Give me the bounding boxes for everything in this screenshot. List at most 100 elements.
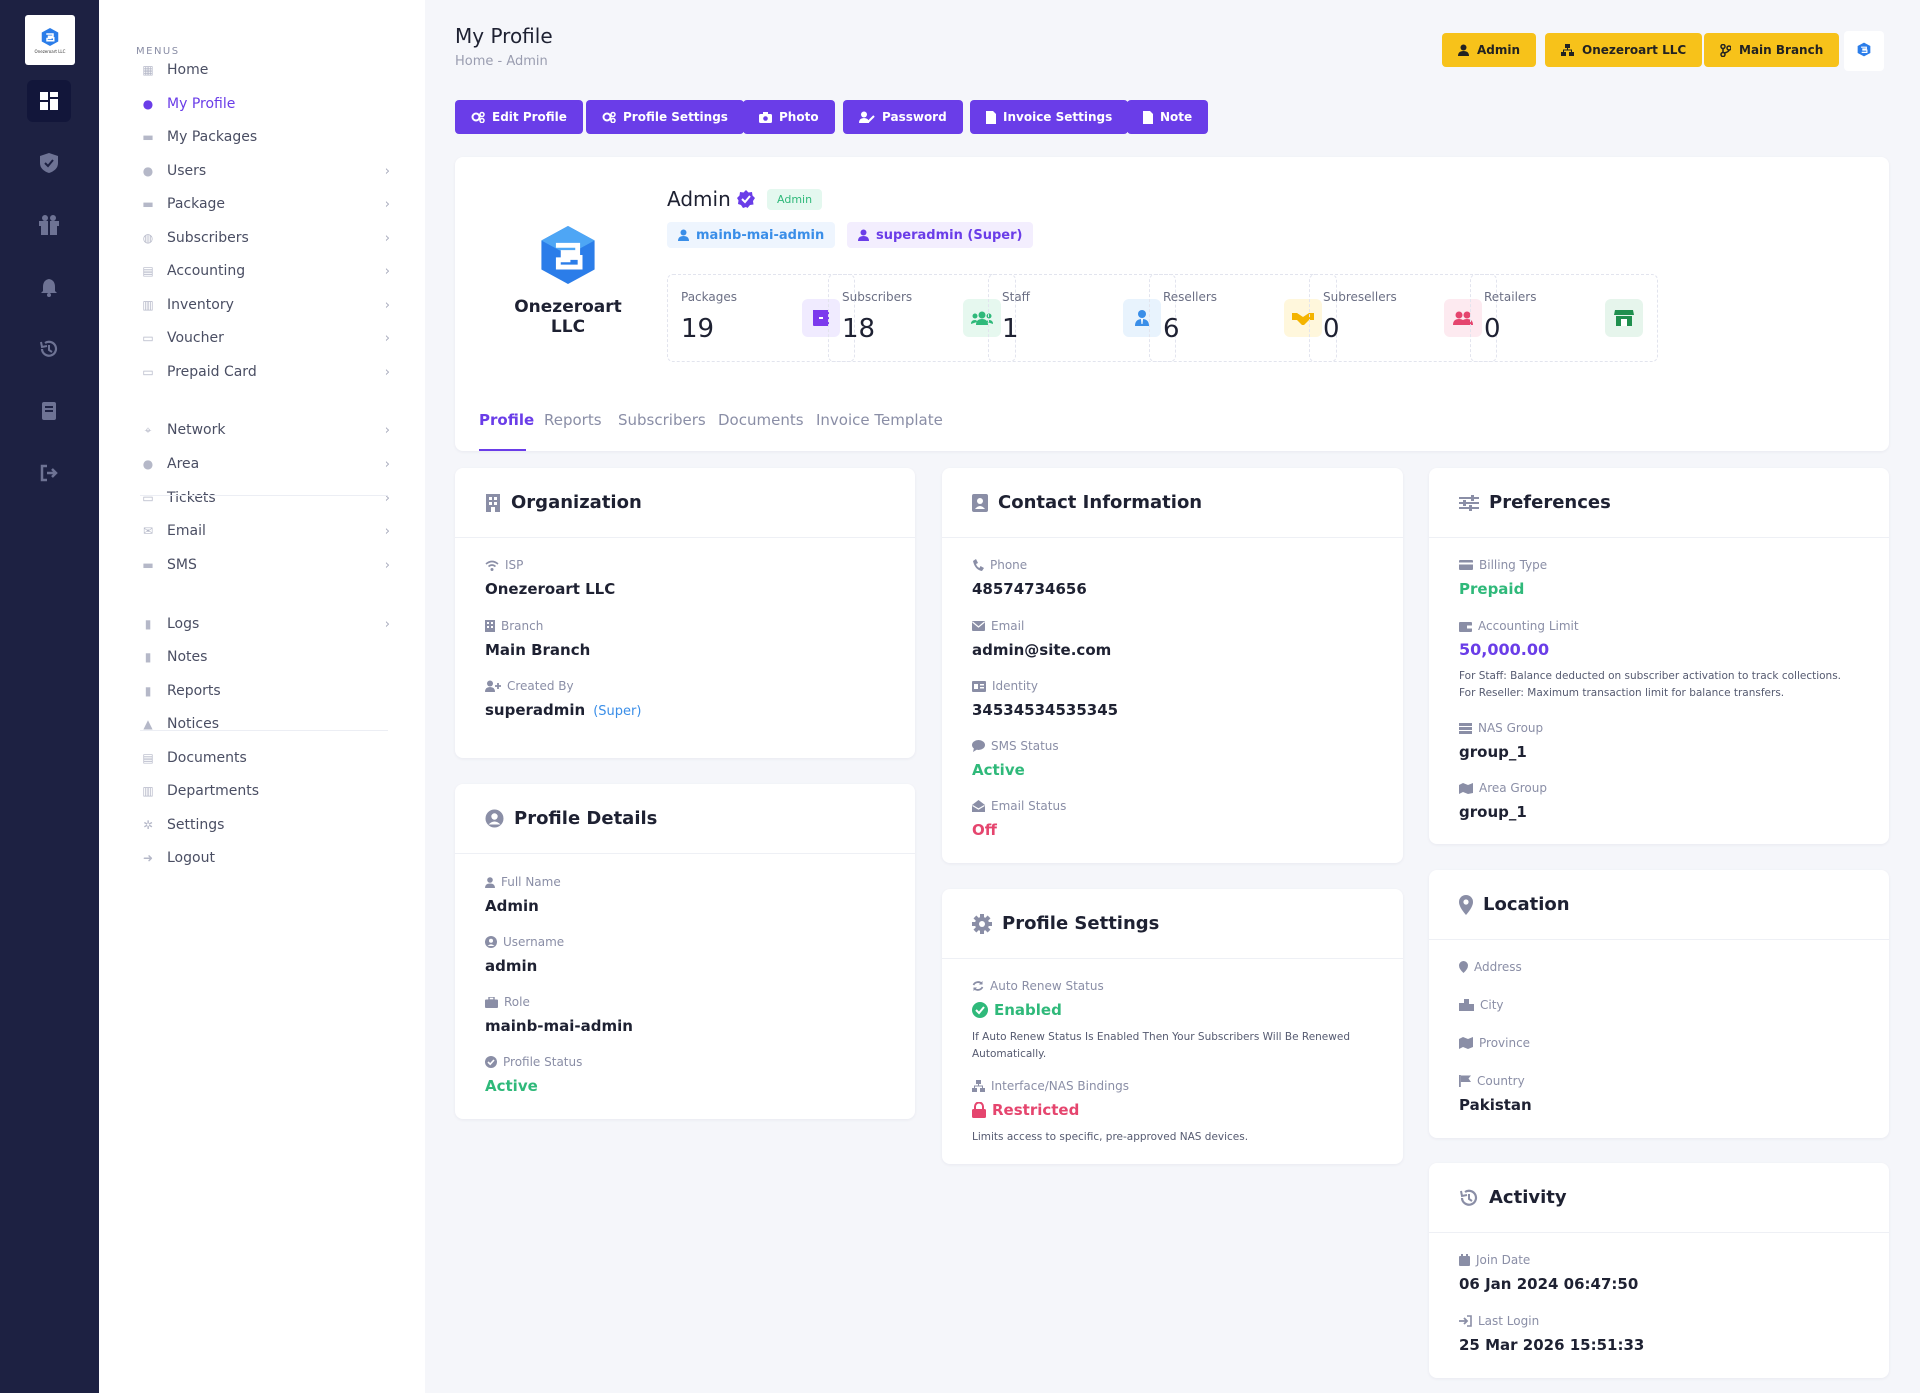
sidebar-item-subscribers[interactable]: ◍ Subscribers › <box>140 226 390 250</box>
note-label: Note <box>1160 110 1193 124</box>
sidebar-item-voucher[interactable]: ▭ Voucher › <box>140 326 390 350</box>
document-icon: ▤ <box>142 751 154 765</box>
sidebar-item-settings[interactable]: ✲ Settings <box>140 813 390 837</box>
sidebar-item-my-profile[interactable]: ● My Profile <box>140 92 390 116</box>
rail-history-icon[interactable] <box>27 328 71 370</box>
nas-binding-label: Interface/NAS Bindings <box>972 1079 1129 1093</box>
active-tab-underline <box>479 449 526 451</box>
preferences-title: Preferences <box>1489 492 1611 513</box>
brand-logo-caption: Onezeroart LLC <box>34 48 66 54</box>
identity-value: 34534534535345 <box>972 701 1119 719</box>
stat-value: 1 <box>1002 314 1019 344</box>
rail-gift-icon[interactable] <box>27 204 71 246</box>
book-icon: ▮ <box>144 617 152 631</box>
photo-button[interactable]: Photo <box>743 100 835 134</box>
server-icon <box>1459 722 1472 734</box>
activity-card: Activity Join Date 06 Jan 2024 06:47:50 … <box>1429 1163 1889 1378</box>
email-status-label: Email Status <box>972 799 1066 813</box>
sidebar-item-inventory[interactable]: ▥ Inventory › <box>140 293 390 317</box>
verified-icon <box>736 190 755 208</box>
tab-invoice-template[interactable]: Invoice Template <box>816 411 943 429</box>
sidebar-item-email[interactable]: ✉ Email › <box>140 519 390 543</box>
sidebar-item-sms[interactable]: ▬ SMS › <box>140 553 390 577</box>
branch-button[interactable]: Main Branch <box>1704 33 1840 67</box>
edit-profile-button[interactable]: Edit Profile <box>455 100 583 134</box>
created-by-tag: (Super) <box>593 704 642 719</box>
sidebar-item-area[interactable]: ● Area › <box>140 452 390 476</box>
role-chip: mainb-mai-admin <box>667 222 836 248</box>
sidebar-item-my-packages[interactable]: ▬ My Packages <box>140 125 390 149</box>
tab-reports[interactable]: Reports <box>544 411 602 429</box>
created-by-label: Created By <box>485 679 574 693</box>
stat-subresellers[interactable]: Subresellers 0 <box>1309 274 1497 362</box>
sidebar-item-departments[interactable]: ▥ Departments <box>140 779 390 803</box>
chevron-right-icon: › <box>384 558 390 573</box>
breadcrumb[interactable]: Home - Admin <box>455 54 548 69</box>
last-login-label-text: Last Login <box>1478 1314 1540 1328</box>
sidebar-item-logs[interactable]: ▮ Logs › <box>140 612 390 636</box>
rail-book-icon[interactable] <box>27 390 71 432</box>
rail-dashboard-icon[interactable] <box>27 80 71 122</box>
password-button[interactable]: Password <box>843 100 963 134</box>
users-icon <box>963 299 1001 337</box>
area-group-label-text: Area Group <box>1479 781 1547 795</box>
rail-shield-icon[interactable] <box>27 142 71 184</box>
branch-label-text: Branch <box>501 619 544 633</box>
sync-icon <box>972 980 984 992</box>
sidebar-item-prepaid-card[interactable]: ▭ Prepaid Card › <box>140 360 390 384</box>
sidebar-item-home[interactable]: ▦ Home <box>140 58 390 82</box>
address-label: Address <box>1459 960 1522 974</box>
stat-resellers[interactable]: Resellers 6 <box>1149 274 1337 362</box>
stat-label: Subresellers <box>1323 290 1397 304</box>
sidebar-item-notes[interactable]: ▮ Notes <box>140 645 390 669</box>
profile-name-text: Admin <box>667 187 731 211</box>
email-label-text: Email <box>991 619 1025 633</box>
billing-type-value: Prepaid <box>1459 580 1525 598</box>
profile-settings-button[interactable]: Profile Settings <box>586 100 744 134</box>
sms-icon: ▬ <box>142 558 154 572</box>
sidebar-item-reports[interactable]: ▮ Reports <box>140 679 390 703</box>
profile-settings-card: Profile Settings Auto Renew Status Enabl… <box>942 889 1403 1164</box>
sidebar-item-documents[interactable]: ▤ Documents <box>140 746 390 770</box>
sidebar-item-users[interactable]: ● Users › <box>140 159 390 183</box>
sidebar-item-logout[interactable]: ➜ Logout <box>140 846 390 870</box>
sidebar-item-accounting[interactable]: ▤ Accounting › <box>140 259 390 283</box>
isp-label: ISP <box>485 558 523 572</box>
flag-icon <box>1459 1075 1471 1087</box>
tab-subscribers[interactable]: Subscribers <box>618 411 706 429</box>
stat-subscribers[interactable]: Subscribers 18 <box>828 274 1016 362</box>
company-button[interactable]: Onezeroart LLC <box>1545 33 1703 67</box>
sidebar-item-tickets[interactable]: ▭ Tickets › <box>140 486 390 510</box>
preferences-header: Preferences <box>1429 468 1889 538</box>
auto-renew-text: Enabled <box>994 1001 1062 1019</box>
phone-label: Phone <box>972 558 1027 572</box>
rail-logout-icon[interactable] <box>27 452 71 494</box>
avatar[interactable] <box>1844 31 1884 71</box>
stat-packages[interactable]: Packages 19 <box>667 274 855 362</box>
sidebar-item-label: Logs <box>167 616 200 632</box>
stat-label: Retailers <box>1484 290 1537 304</box>
rail-bell-icon[interactable] <box>27 266 71 308</box>
sidebar-item-label: Email <box>167 523 206 539</box>
city-label: City <box>1459 998 1504 1012</box>
admin-button[interactable]: Admin <box>1442 33 1537 67</box>
tab-profile[interactable]: Profile <box>479 411 535 429</box>
sidebar-item-network[interactable]: ⌖ Network › <box>140 418 390 442</box>
phone-label-text: Phone <box>990 558 1028 572</box>
nas-group-label: NAS Group <box>1459 721 1543 735</box>
province-label: Province <box>1459 1036 1530 1050</box>
tab-documents[interactable]: Documents <box>718 411 804 429</box>
user-icon: ● <box>142 164 154 178</box>
sidebar-item-package[interactable]: ▬ Package › <box>140 192 390 216</box>
invoice-settings-button[interactable]: Invoice Settings <box>970 100 1129 134</box>
city-label-text: City <box>1480 998 1504 1012</box>
note-button[interactable]: Note <box>1127 100 1209 134</box>
stat-retailers[interactable]: Retailers 0 <box>1470 274 1658 362</box>
created-by-name: superadmin <box>485 701 586 719</box>
brand-logo[interactable]: Onezeroart LLC <box>25 15 75 65</box>
stat-label: Resellers <box>1163 290 1218 304</box>
wifi-icon <box>485 560 499 571</box>
sidebar-item-notices[interactable]: ▲ Notices <box>140 712 390 736</box>
map-pin-icon <box>1459 961 1468 973</box>
stat-staff[interactable]: Staff 1 <box>988 274 1176 362</box>
